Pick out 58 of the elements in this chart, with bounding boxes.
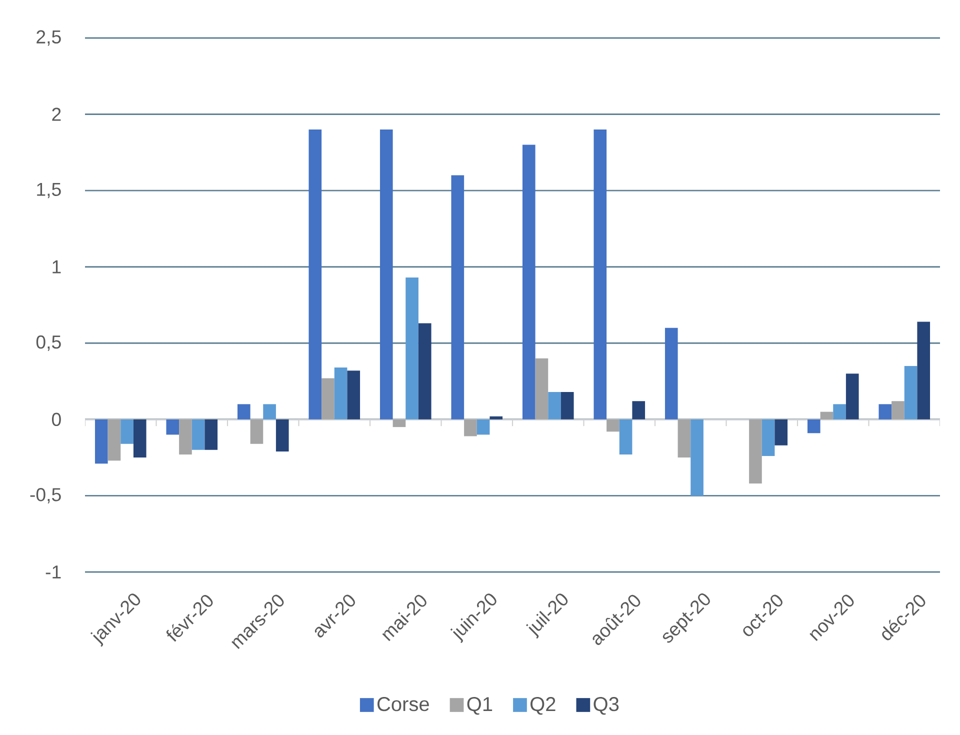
bar (690, 419, 704, 496)
bar (904, 366, 918, 420)
bar (451, 175, 464, 420)
bar (606, 419, 620, 432)
bar (276, 419, 289, 452)
bar (179, 419, 192, 455)
y-tick-label: 2 (52, 108, 61, 121)
bar (192, 419, 205, 450)
bar (108, 419, 121, 461)
bar (917, 322, 930, 420)
bar (120, 419, 134, 444)
legend-label: Q2 (530, 697, 556, 715)
bar (664, 328, 678, 420)
bar (833, 404, 846, 420)
legend-label: Q1 (467, 697, 492, 715)
bar (204, 419, 218, 450)
y-tick-label: 1,5 (37, 182, 61, 198)
bar (380, 130, 393, 420)
y-tick-label: 0 (52, 412, 61, 426)
bar (535, 358, 548, 420)
bar (846, 374, 859, 420)
bar (418, 323, 432, 420)
bar (94, 419, 108, 464)
bar (594, 130, 607, 420)
y-tick-label: -0,5 (30, 488, 61, 504)
bar (322, 378, 334, 420)
bar (820, 412, 834, 420)
bar (892, 401, 904, 420)
bar (522, 144, 536, 420)
bar (263, 404, 276, 420)
bar (678, 419, 691, 458)
bar (406, 278, 418, 420)
bar (392, 419, 406, 428)
bar (762, 419, 775, 456)
bar (749, 419, 762, 484)
bar (476, 419, 490, 435)
y-tick-label: 2,5 (36, 30, 61, 46)
bar (334, 368, 348, 420)
bar (237, 404, 250, 420)
legend-label: Q3 (594, 697, 619, 715)
bar (133, 419, 146, 458)
bar (774, 419, 788, 446)
bar (878, 404, 892, 420)
bar (166, 419, 180, 435)
bar (632, 401, 646, 420)
y-tick-label: -1 (46, 566, 61, 578)
y-tick-label: 0,5 (36, 335, 61, 351)
legend-label: Corse (378, 697, 429, 712)
bar (308, 130, 322, 420)
bar (347, 370, 360, 420)
y-tick-label: 1 (52, 260, 61, 274)
bar (548, 392, 561, 420)
bar (807, 419, 820, 434)
bar (619, 419, 632, 455)
bar (490, 416, 503, 420)
bar (464, 419, 477, 436)
bar (560, 392, 574, 420)
bar (250, 419, 264, 444)
